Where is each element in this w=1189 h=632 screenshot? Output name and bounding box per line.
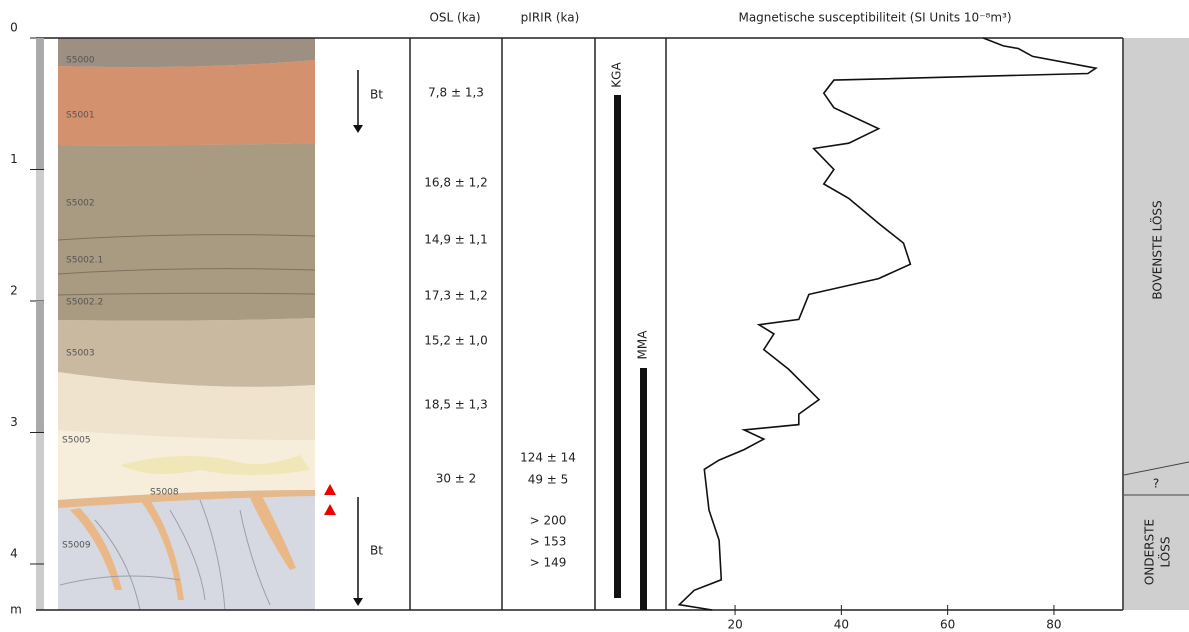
depth-bar-segment: [36, 38, 44, 170]
layer-label: S5001: [66, 111, 95, 121]
depth-tick-label: 3: [10, 415, 18, 429]
osl-title: OSL (ka): [429, 11, 480, 25]
depth-tick-label: 0: [10, 21, 18, 35]
pirir-title: pIRIR (ka): [521, 11, 580, 25]
x-tick-label: 20: [727, 618, 742, 632]
depth-tick-label: 2: [10, 283, 18, 297]
range-bar: [614, 95, 621, 598]
unit-question: ?: [1153, 477, 1159, 491]
range-label: KGA: [610, 62, 624, 88]
layer-label: S5000: [66, 56, 95, 66]
pirir-value: > 200: [530, 514, 567, 528]
unit-label: LÖSS: [1157, 537, 1173, 568]
layer-label: S5003: [66, 349, 95, 359]
x-tick-label: 80: [1046, 618, 1061, 632]
unit-column: [1124, 38, 1189, 610]
x-tick-label: 40: [834, 618, 849, 632]
pirir-value: 49 ± 5: [528, 473, 569, 487]
range-label: MMA: [636, 330, 650, 360]
osl-value: 17,3 ± 1,2: [424, 289, 488, 303]
osl-value: 7,8 ± 1,3: [428, 86, 484, 100]
unit-label: ONDERSTE: [1143, 519, 1157, 585]
depth-tick-label: 1: [10, 152, 18, 166]
depth-bar-segment: [36, 300, 44, 433]
pirir-value: > 153: [530, 535, 567, 549]
x-tick-label: 60: [940, 618, 955, 632]
layer-label: S5008: [150, 488, 179, 498]
osl-value: 14,9 ± 1,1: [424, 233, 488, 247]
bt-arrowhead: [353, 598, 363, 606]
bt-label: Bt: [370, 88, 383, 102]
unit-label: BOVENSTE LÖSS: [1149, 200, 1165, 299]
osl-value: 18,5 ± 1,3: [424, 398, 488, 412]
unit-divider: [1123, 461, 1189, 496]
bt-arrowhead: [353, 125, 363, 133]
layer-label: S5002.1: [66, 256, 103, 266]
bt-label: Bt: [370, 544, 383, 558]
depth-tick-label: 4: [10, 546, 18, 560]
pirir-value: > 149: [530, 556, 567, 570]
range-bar: [640, 368, 647, 610]
sample-marker: [324, 484, 336, 495]
susceptibility-line: [677, 37, 1098, 611]
layer-label: S5002: [66, 199, 95, 209]
sample-marker: [324, 504, 336, 515]
pirir-value: 124 ± 14: [520, 451, 576, 465]
osl-value: 30 ± 2: [436, 472, 477, 486]
susceptibility-title: Magnetische susceptibiliteit (SI Units 1…: [738, 11, 1011, 25]
osl-value: 16,8 ± 1,2: [424, 176, 488, 190]
layer-label: S5009: [62, 541, 91, 551]
depth-unit: m: [10, 603, 22, 617]
profile-drawing: [57, 38, 316, 611]
layer-label: S5005: [62, 436, 91, 446]
osl-value: 15,2 ± 1,0: [424, 334, 488, 348]
layer-label: S5002.2: [66, 298, 103, 308]
frame: [36, 37, 1124, 611]
